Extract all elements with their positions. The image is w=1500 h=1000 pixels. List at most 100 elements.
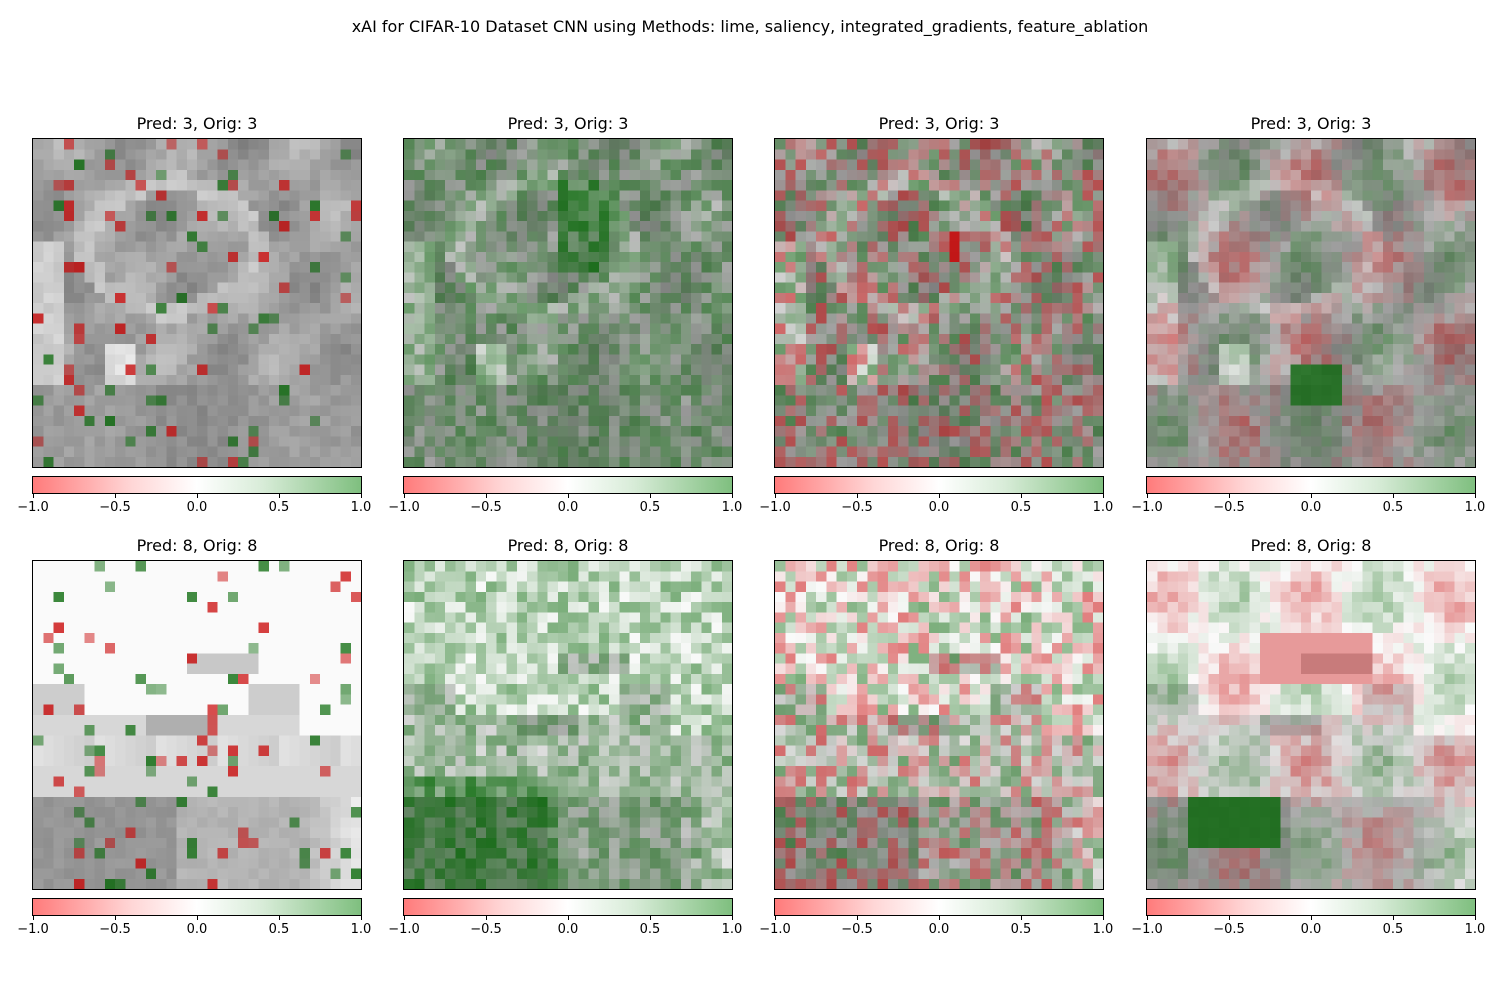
colorbar-tick-label: −0.5 <box>1213 500 1245 515</box>
colorbar-tick-label: 1.0 <box>1464 922 1486 937</box>
colorbar-tick-label: 0.0 <box>557 922 579 937</box>
colorbar <box>774 476 1104 494</box>
panel-title: Pred: 3, Orig: 3 <box>1250 114 1372 133</box>
colorbar <box>774 898 1104 916</box>
colorbar-tick-label: −0.5 <box>99 500 131 515</box>
colorbar-tick <box>33 916 34 920</box>
colorbar-tick <box>732 916 733 920</box>
colorbar-tick <box>1021 494 1022 498</box>
colorbar-tick-label: 0.0 <box>186 500 208 515</box>
colorbar-tick-label: 1.0 <box>350 500 372 515</box>
colorbar-tick <box>1103 916 1104 920</box>
colorbar <box>1146 898 1476 916</box>
colorbar-tick-label: −0.5 <box>1213 922 1245 937</box>
panel-title: Pred: 8, Orig: 8 <box>507 536 629 555</box>
panel-title: Pred: 3, Orig: 3 <box>507 114 629 133</box>
colorbar-tick-label: 0.0 <box>557 500 579 515</box>
colorbar-tick-label: −0.5 <box>99 922 131 937</box>
colorbar-tick <box>1229 916 1230 920</box>
colorbar-tick <box>1311 494 1312 498</box>
colorbar-tick <box>197 916 198 920</box>
colorbar-tick-label: −0.5 <box>841 922 873 937</box>
colorbar-tick-label: 1.0 <box>721 500 743 515</box>
colorbar <box>403 476 733 494</box>
attribution-heatmap <box>32 560 362 890</box>
colorbar-tick-label: −1.0 <box>388 922 420 937</box>
colorbar-tick-label: 1.0 <box>350 922 372 937</box>
colorbar-tick <box>486 494 487 498</box>
colorbar-tick-label: −0.5 <box>841 500 873 515</box>
colorbar <box>32 476 362 494</box>
colorbar-tick <box>279 916 280 920</box>
attribution-heatmap <box>403 560 733 890</box>
colorbar-tick-label: −1.0 <box>759 500 791 515</box>
colorbar-tick <box>857 494 858 498</box>
panel-title: Pred: 3, Orig: 3 <box>878 114 1000 133</box>
colorbar-tick <box>732 494 733 498</box>
colorbar-tick-label: 0.5 <box>639 922 661 937</box>
colorbar-tick <box>1229 494 1230 498</box>
colorbar-tick-label: 1.0 <box>1092 922 1114 937</box>
colorbar-tick-label: −1.0 <box>17 922 49 937</box>
colorbar-tick-label: −1.0 <box>1131 922 1163 937</box>
colorbar-tick-label: 0.5 <box>1382 922 1404 937</box>
colorbar-tick <box>1393 494 1394 498</box>
colorbar-tick <box>1393 916 1394 920</box>
colorbar-tick <box>650 916 651 920</box>
colorbar-tick <box>115 916 116 920</box>
colorbar-tick <box>33 494 34 498</box>
colorbar-tick <box>279 494 280 498</box>
attribution-heatmap <box>1146 560 1476 890</box>
attribution-heatmap <box>403 138 733 468</box>
attribution-heatmap <box>1146 138 1476 468</box>
colorbar-tick <box>361 494 362 498</box>
colorbar-tick-label: 0.5 <box>1382 500 1404 515</box>
colorbar <box>1146 476 1476 494</box>
colorbar-tick <box>1475 494 1476 498</box>
colorbar-tick-label: 1.0 <box>721 922 743 937</box>
colorbar-tick <box>197 494 198 498</box>
colorbar-tick <box>1021 916 1022 920</box>
colorbar-tick-label: −0.5 <box>470 500 502 515</box>
colorbar-tick-label: −1.0 <box>759 922 791 937</box>
colorbar-tick <box>568 916 569 920</box>
attribution-heatmap <box>32 138 362 468</box>
colorbar-tick <box>1475 916 1476 920</box>
colorbar-tick <box>486 916 487 920</box>
colorbar-tick-label: 0.5 <box>639 500 661 515</box>
attribution-heatmap <box>774 560 1104 890</box>
colorbar-tick <box>939 494 940 498</box>
attribution-heatmap <box>774 138 1104 468</box>
colorbar-tick <box>775 494 776 498</box>
colorbar-tick <box>115 494 116 498</box>
colorbar-tick-label: 0.5 <box>268 922 290 937</box>
colorbar-tick <box>1103 494 1104 498</box>
colorbar <box>403 898 733 916</box>
colorbar-tick <box>1311 916 1312 920</box>
panel-title: Pred: 8, Orig: 8 <box>1250 536 1372 555</box>
colorbar-tick-label: 0.0 <box>186 922 208 937</box>
colorbar-tick-label: −1.0 <box>17 500 49 515</box>
colorbar-tick <box>939 916 940 920</box>
colorbar-tick-label: 0.0 <box>928 500 950 515</box>
colorbar <box>32 898 362 916</box>
colorbar-tick <box>1147 916 1148 920</box>
colorbar-tick-label: 0.0 <box>1300 500 1322 515</box>
panel-title: Pred: 8, Orig: 8 <box>136 536 258 555</box>
colorbar-tick-label: 0.5 <box>1010 500 1032 515</box>
colorbar-tick <box>404 916 405 920</box>
colorbar-tick <box>568 494 569 498</box>
colorbar-tick-label: 0.5 <box>1010 922 1032 937</box>
panel-title: Pred: 3, Orig: 3 <box>136 114 258 133</box>
colorbar-tick <box>857 916 858 920</box>
colorbar-tick <box>404 494 405 498</box>
colorbar-tick <box>650 494 651 498</box>
colorbar-tick-label: 0.0 <box>1300 922 1322 937</box>
colorbar-tick-label: −0.5 <box>470 922 502 937</box>
colorbar-tick-label: −1.0 <box>1131 500 1163 515</box>
colorbar-tick <box>361 916 362 920</box>
colorbar-tick <box>1147 494 1148 498</box>
colorbar-tick-label: 1.0 <box>1092 500 1114 515</box>
colorbar-tick-label: 1.0 <box>1464 500 1486 515</box>
colorbar-tick <box>775 916 776 920</box>
